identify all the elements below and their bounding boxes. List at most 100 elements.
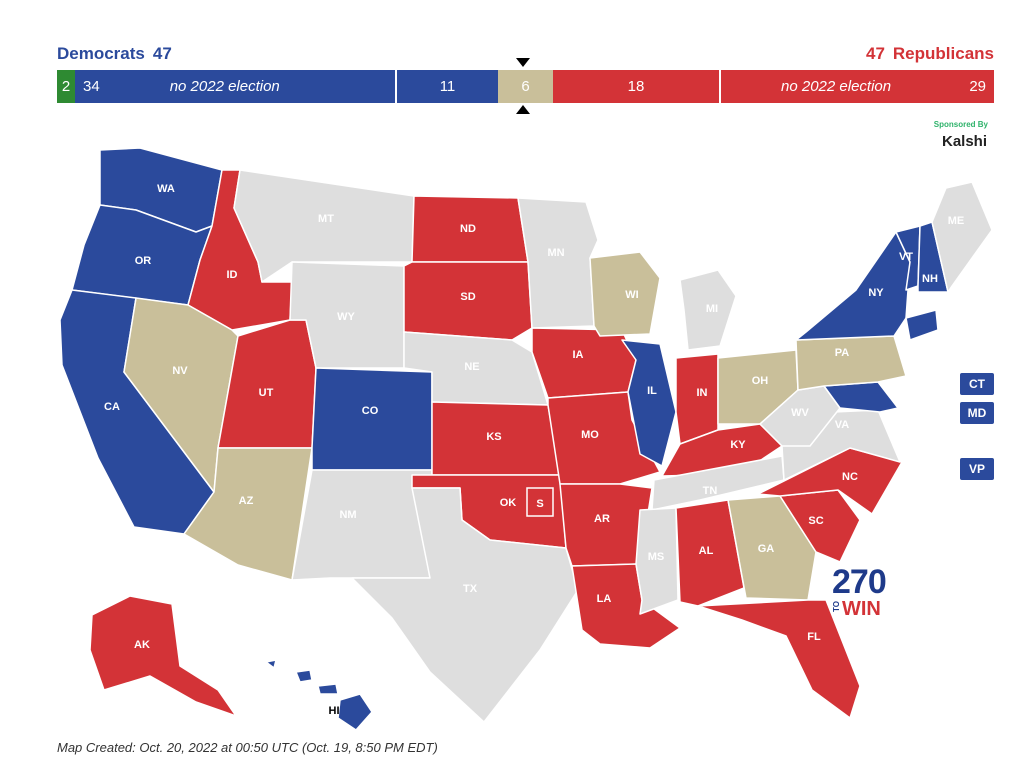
sponsor-label: Sponsored By	[933, 120, 988, 129]
label-oh: OH	[752, 375, 769, 387]
label-wa: WA	[157, 183, 175, 195]
tossup-count: 6	[521, 78, 530, 95]
state-in[interactable]	[675, 353, 719, 445]
logo-win: WIN	[842, 598, 881, 620]
label-ny: NY	[868, 287, 884, 299]
label-wi: WI	[625, 289, 638, 301]
state-mi[interactable]	[679, 269, 737, 351]
dem-up-count: 11	[439, 78, 456, 95]
state-hi[interactable]	[265, 659, 373, 731]
majority-marker-top	[516, 58, 530, 67]
state-al[interactable]	[675, 499, 745, 607]
dem-up-segment[interactable]: 11	[395, 70, 498, 103]
label-ca: CA	[104, 401, 120, 413]
270towin-logo[interactable]: 270 TO WIN	[832, 563, 887, 620]
label-or: OR	[135, 255, 152, 267]
label-tx: TX	[463, 583, 478, 595]
label-ky: KY	[730, 439, 746, 451]
label-fl: FL	[807, 631, 821, 643]
label-hi: HI	[329, 705, 340, 717]
state-co[interactable]	[311, 367, 433, 471]
label-ms: MS	[648, 551, 665, 563]
label-la: LA	[597, 593, 612, 605]
state-ia[interactable]	[531, 327, 637, 399]
label-ia: IA	[573, 349, 584, 361]
md-side-box[interactable]: MD	[960, 402, 994, 424]
rep-not-up-label: no 2022 election	[781, 78, 892, 95]
rep-not-up-segment[interactable]: no 2022 election 29	[721, 70, 994, 103]
state-nm[interactable]	[291, 469, 433, 581]
democrats-label: Democrats	[57, 44, 145, 63]
independent-count: 2	[61, 78, 71, 95]
dem-not-up-count: 34	[83, 78, 100, 95]
label-mi: MI	[706, 303, 718, 315]
label-wv: WV	[791, 407, 809, 419]
label-ga: GA	[758, 543, 775, 555]
label-id: ID	[227, 269, 238, 281]
label-mo: MO	[581, 429, 599, 441]
democrats-total: Democrats 47	[57, 44, 180, 64]
rep-up-count: 18	[627, 78, 645, 95]
vp-side-box[interactable]: VP	[960, 458, 994, 480]
label-mt: MT	[318, 213, 334, 225]
dem-not-up-label: no 2022 election	[169, 78, 280, 95]
label-in: IN	[697, 387, 708, 399]
republicans-label: Republicans	[892, 44, 994, 63]
label-ok: OK	[500, 497, 517, 509]
state-ak[interactable]	[89, 595, 237, 717]
label-il: IL	[647, 385, 657, 397]
state-ct[interactable]	[905, 309, 939, 341]
label-nv: NV	[172, 365, 188, 377]
state-ga[interactable]	[727, 495, 817, 601]
republicans-total: 47 Republicans	[858, 44, 994, 64]
rep-not-up-count: 29	[969, 78, 986, 95]
state-labels: WA OR CA ID NV UT AZ MT WY CO NM ND SD N…	[104, 183, 964, 717]
label-ok-special: S	[536, 498, 543, 510]
label-al: AL	[699, 545, 714, 557]
logo-to: TO	[832, 601, 841, 612]
majority-marker-bottom	[516, 105, 530, 114]
republicans-count: 47	[865, 44, 885, 63]
label-ut: UT	[259, 387, 274, 399]
democrats-count: 47	[152, 44, 172, 63]
label-mn: MN	[547, 247, 564, 259]
label-sd: SD	[460, 291, 475, 303]
label-ak: AK	[134, 639, 150, 651]
independent-segment[interactable]: 2	[57, 70, 75, 103]
label-me: ME	[948, 215, 965, 227]
label-vt: VT	[899, 251, 913, 263]
label-nd: ND	[460, 223, 476, 235]
label-va: VA	[835, 419, 850, 431]
state-fl[interactable]	[697, 599, 861, 719]
rep-up-segment[interactable]: 18	[553, 70, 721, 103]
map-created-footer: Map Created: Oct. 20, 2022 at 00:50 UTC …	[57, 740, 438, 755]
label-nc: NC	[842, 471, 858, 483]
state-tx[interactable]	[351, 487, 579, 723]
label-ne: NE	[464, 361, 479, 373]
dem-not-up-segment[interactable]: 34 no 2022 election	[75, 70, 395, 103]
label-ar: AR	[594, 513, 610, 525]
label-ks: KS	[486, 431, 501, 443]
label-nh: NH	[922, 273, 938, 285]
states-layer	[59, 147, 993, 731]
state-tn[interactable]	[651, 455, 785, 511]
state-me[interactable]	[931, 181, 993, 293]
ok-special-election-box[interactable]	[526, 487, 554, 517]
tossup-segment[interactable]: 6	[498, 70, 553, 103]
ct-side-box[interactable]: CT	[960, 373, 994, 395]
state-wi[interactable]	[589, 251, 661, 337]
label-tn: TN	[703, 485, 718, 497]
state-vt[interactable]	[895, 225, 921, 291]
logo-number: 270	[832, 563, 887, 601]
state-ny[interactable]	[795, 231, 911, 341]
state-nh[interactable]	[917, 221, 949, 293]
label-wy: WY	[337, 311, 355, 323]
label-nm: NM	[339, 509, 356, 521]
sponsor-name[interactable]: Kalshi	[941, 133, 987, 150]
label-sc: SC	[808, 515, 823, 527]
label-co: CO	[362, 405, 379, 417]
state-pa[interactable]	[795, 335, 907, 391]
state-il[interactable]	[621, 339, 677, 467]
label-pa: PA	[835, 347, 850, 359]
